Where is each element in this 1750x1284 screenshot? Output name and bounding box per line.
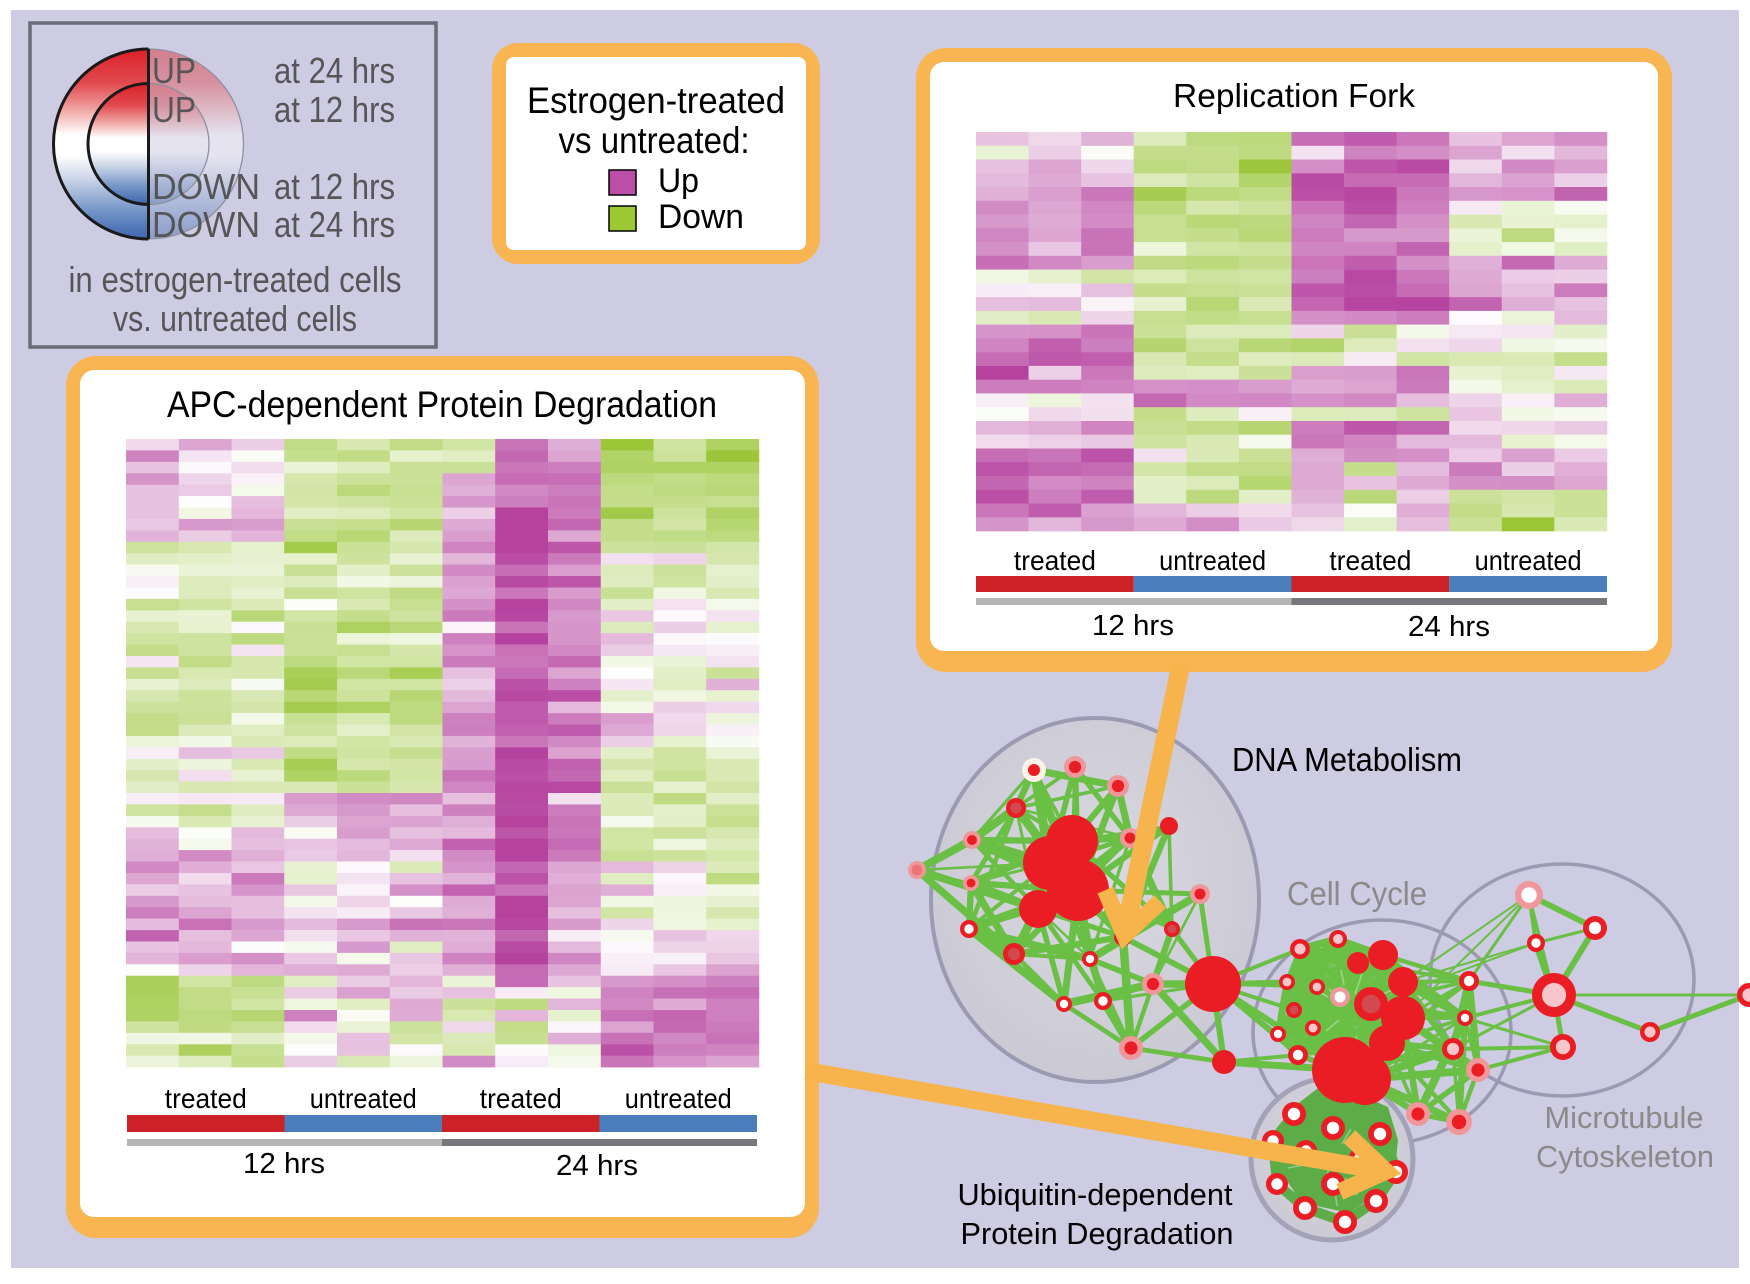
svg-text:DOWN: DOWN [152, 204, 260, 245]
svg-text:treated: treated [165, 1083, 247, 1114]
svg-text:DNA Metabolism: DNA Metabolism [1232, 741, 1462, 778]
svg-text:DOWN: DOWN [152, 166, 260, 207]
svg-text:vs untreated:: vs untreated: [559, 120, 750, 161]
svg-text:UP: UP [152, 89, 196, 130]
svg-text:UP: UP [152, 50, 196, 91]
svg-text:24 hrs: 24 hrs [556, 1150, 638, 1182]
svg-text:untreated: untreated [1475, 545, 1582, 576]
svg-text:vs. untreated cells: vs. untreated cells [113, 298, 357, 339]
svg-text:Microtubule: Microtubule [1545, 1100, 1704, 1135]
svg-text:treated: treated [1014, 545, 1096, 576]
svg-text:Estrogen-treated: Estrogen-treated [527, 80, 785, 121]
svg-text:12 hrs: 12 hrs [1092, 610, 1174, 642]
svg-text:Replication Fork: Replication Fork [1173, 77, 1415, 114]
svg-text:at 12 hrs: at 12 hrs [274, 166, 395, 207]
svg-text:Protein Degradation: Protein Degradation [961, 1216, 1234, 1251]
svg-text:at 24 hrs: at 24 hrs [274, 204, 395, 245]
svg-text:Cytoskeleton: Cytoskeleton [1536, 1139, 1714, 1174]
svg-text:treated: treated [480, 1083, 562, 1114]
svg-text:12 hrs: 12 hrs [243, 1148, 325, 1180]
svg-text:untreated: untreated [1159, 545, 1266, 576]
svg-text:at 24 hrs: at 24 hrs [274, 50, 395, 91]
svg-text:24 hrs: 24 hrs [1408, 611, 1490, 643]
svg-text:in estrogen-treated cells: in estrogen-treated cells [69, 259, 402, 300]
svg-text:Up: Up [658, 162, 699, 200]
svg-text:untreated: untreated [310, 1083, 417, 1114]
svg-text:Ubiquitin-dependent: Ubiquitin-dependent [958, 1177, 1233, 1212]
svg-text:APC-dependent Protein Degradat: APC-dependent Protein Degradation [167, 384, 717, 425]
svg-text:untreated: untreated [625, 1083, 732, 1114]
svg-text:treated: treated [1329, 545, 1411, 576]
svg-text:Cell Cycle: Cell Cycle [1287, 875, 1427, 912]
svg-text:at 12 hrs: at 12 hrs [274, 89, 395, 130]
svg-text:Down: Down [658, 198, 744, 236]
